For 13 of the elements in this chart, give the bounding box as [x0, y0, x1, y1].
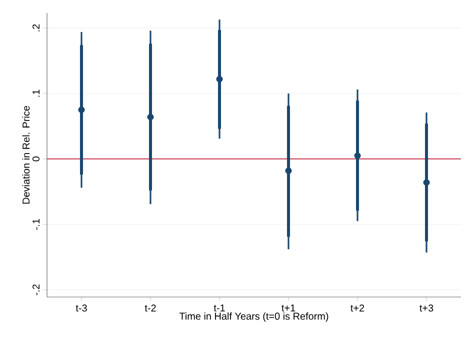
y-tick-label: -.2	[32, 284, 40, 296]
x-tick-label: t+3	[420, 304, 434, 312]
x-tick-label: t+2	[350, 304, 364, 312]
x-tick-label: t+1	[282, 304, 296, 312]
x-tick-label: t-2	[144, 304, 156, 312]
x-tick-label: t-3	[76, 304, 87, 312]
y-tick-label: .2	[32, 24, 40, 32]
y-tick-label: -.1	[32, 219, 40, 230]
y-axis-title: Deviation in Rel. Price	[22, 106, 30, 204]
y-tick-label: .1	[32, 90, 40, 97]
y-tick-label: 0	[32, 156, 40, 162]
x-tick-label: t-1	[214, 304, 225, 312]
x-axis-title: Time in Half Years (t=0 is Reform)	[179, 312, 328, 322]
